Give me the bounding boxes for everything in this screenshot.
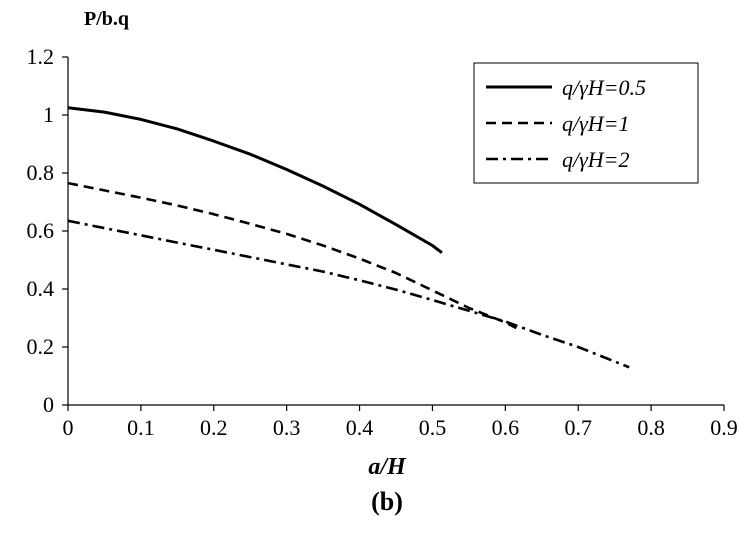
x-tick-label: 0.1 <box>127 415 155 440</box>
axes: 0 0.1 0.2 0.3 0.4 0.5 0.6 0.7 0.8 0.9 0 0.2 0.4 0.6 0.… <box>27 44 738 440</box>
series-line-3 <box>67 219 630 369</box>
series-lines <box>67 106 630 369</box>
legend-label-3: q/γH=2 <box>562 147 630 172</box>
x-tick-label: 0.5 <box>419 415 447 440</box>
legend-label-1: q/γH=0.5 <box>562 75 646 100</box>
x-tick-label: 0.7 <box>564 415 592 440</box>
y-tick-label: 0.8 <box>27 160 55 185</box>
y-tick-label: 1.2 <box>27 44 55 69</box>
y-tick-label: 0.6 <box>27 218 55 243</box>
x-tick-label: 0.6 <box>492 415 520 440</box>
x-tick-label: 0.9 <box>710 415 738 440</box>
x-tick-label: 0 <box>63 415 74 440</box>
x-tick-label: 0.2 <box>200 415 228 440</box>
x-tick-label: 0.3 <box>273 415 301 440</box>
series-line-1 <box>67 106 443 254</box>
figure-caption: (b) <box>371 487 403 516</box>
y-axis-label: P/b.q <box>84 8 129 30</box>
y-tick-label: 0 <box>43 392 54 417</box>
x-tick-label: 0.4 <box>346 415 374 440</box>
y-tick-label: 0.2 <box>27 334 55 359</box>
legend: q/γH=0.5 q/γH=1 q/γH=2 <box>473 62 699 184</box>
x-tick-label: 0.8 <box>637 415 665 440</box>
y-tick-label: 0.4 <box>27 276 55 301</box>
series-line-2 <box>67 181 517 330</box>
y-tick-label: 1 <box>43 102 54 127</box>
legend-label-2: q/γH=1 <box>562 111 630 136</box>
x-axis-label: a/H <box>368 454 407 480</box>
